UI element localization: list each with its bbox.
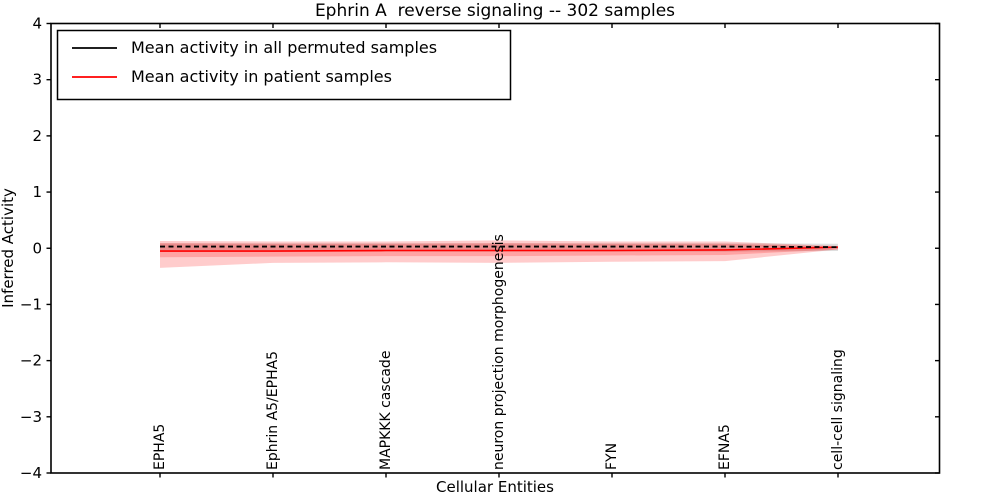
y-tick-labels: 4 3 2 1 0 −1 −2 −3 −4 — [20, 15, 42, 483]
x-tick-label: MAPKKK cascade — [378, 351, 394, 470]
patient-mean-line — [160, 246, 839, 252]
y-tick-label: 1 — [32, 183, 42, 201]
x-tick-label: FYN — [604, 443, 620, 470]
legend: Mean activity in all permuted samples Me… — [56, 29, 512, 101]
x-tick-label: neuron projection morphogenesis — [491, 234, 507, 470]
legend-box — [56, 29, 512, 101]
y-tick-label: −2 — [20, 352, 42, 370]
plot-frame — [50, 22, 941, 474]
x-tick-label: cell-cell signaling — [830, 349, 846, 470]
x-tick-label: EPHA5 — [152, 424, 168, 470]
legend-label-permuted: Mean activity in all permuted samples — [131, 38, 437, 57]
y-tick-label: −1 — [20, 295, 42, 313]
permuted-mean-line — [160, 245, 839, 249]
y-tick-label: 2 — [32, 127, 42, 145]
y-tick-label: 3 — [32, 71, 42, 89]
y-axis-label: Inferred Activity — [0, 188, 17, 308]
y-tick-label: −3 — [20, 408, 42, 426]
x-tick-label: EFNA5 — [717, 424, 733, 470]
x-tick-labels: EPHA5 Ephrin A5/EPHA5 MAPKKK cascade neuron… — [152, 234, 846, 470]
y-tick-label: −4 — [20, 464, 42, 482]
patient-band-outer — [160, 240, 838, 268]
x-axis-label: Cellular Entities — [436, 478, 554, 496]
legend-label-patient: Mean activity in patient samples — [131, 67, 392, 86]
confidence-bands — [160, 240, 838, 268]
series-lines — [160, 245, 839, 252]
x-tick-label: Ephrin A5/EPHA5 — [265, 351, 281, 470]
chart-title: Ephrin A reverse signaling -- 302 sample… — [315, 1, 675, 21]
y-tick-label: 4 — [32, 15, 42, 33]
y-tick-label: 0 — [32, 239, 42, 257]
